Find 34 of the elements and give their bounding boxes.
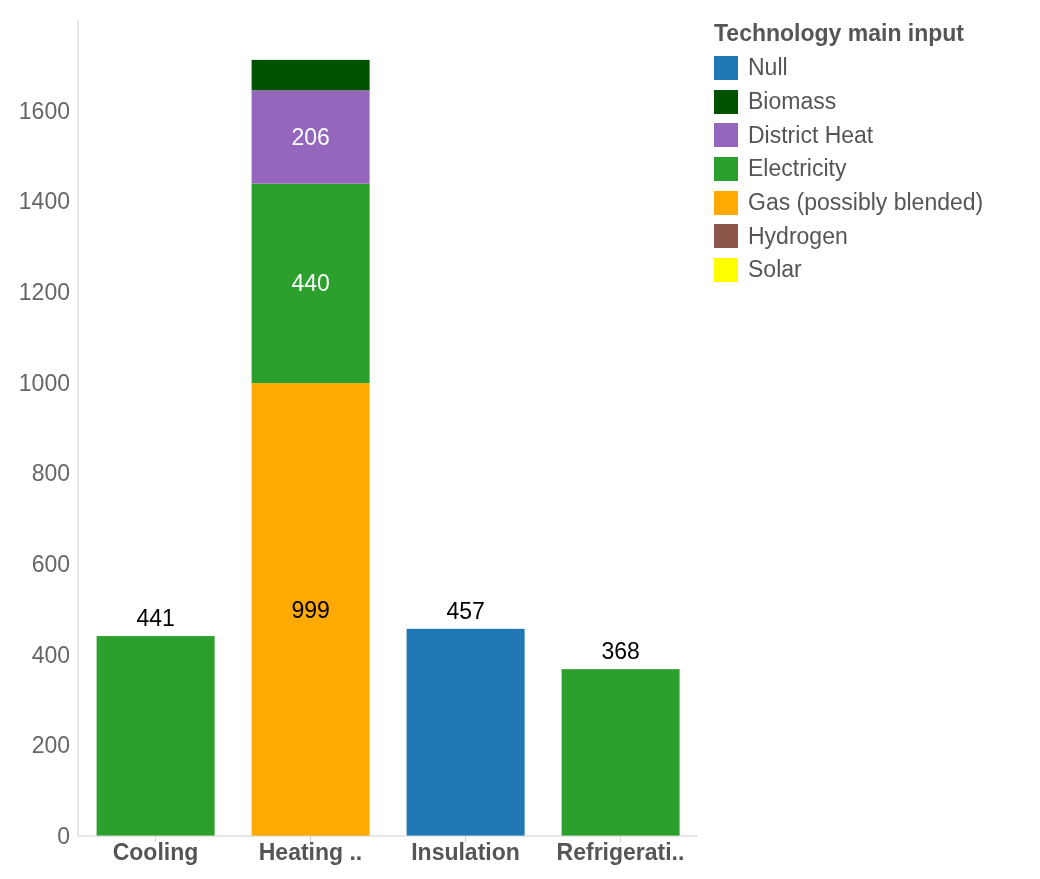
y-tick-label: 1200 [18,279,70,306]
data-label: 999 [291,596,330,623]
legend-label: Electricity [747,154,848,184]
bar [251,383,370,836]
x-tick-label: Insulation [411,839,520,866]
y-tick-label: 1000 [18,369,70,396]
y-tick-label: 1600 [18,97,70,124]
y-tick-label: 1400 [18,188,70,215]
x-tick-label: Heating .. [258,839,363,866]
legend-label: Hydrogen [747,221,849,251]
legend-label: Biomass [747,87,838,117]
x-tick-label: Refrigerati.. [556,839,685,866]
y-tick-label: 0 [57,823,70,850]
legend-title: Technology main input [714,20,965,47]
data-label: 206 [291,123,330,150]
y-tick-label: 800 [31,460,70,487]
bar [251,183,370,384]
x-tick-label: Cooling [112,839,199,866]
y-tick-label: 600 [31,551,70,578]
data-label: 457 [446,597,485,624]
bar [96,636,215,836]
y-tick-label: 200 [31,732,70,759]
data-label: 441 [136,605,175,632]
bar [251,90,370,184]
bar [251,59,370,91]
data-label: 440 [291,270,330,297]
bar [561,669,680,836]
data-label: 368 [601,638,640,665]
bar [406,628,525,836]
y-tick-label: 400 [31,641,70,668]
legend-label: Solar [747,255,803,285]
legend-label: Gas (possibly blended) [747,188,985,218]
legend-label: Null [747,53,789,83]
legend-label: District Heat [747,120,875,150]
